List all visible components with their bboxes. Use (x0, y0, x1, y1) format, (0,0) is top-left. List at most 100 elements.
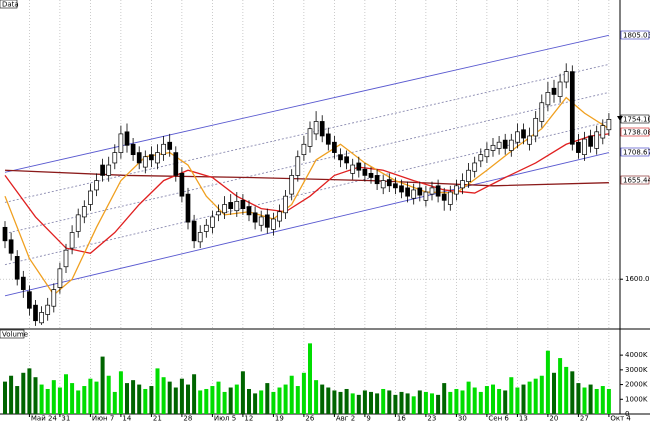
volume-bar (210, 386, 215, 414)
moving-average (4, 133, 609, 254)
candle-body (606, 119, 612, 131)
candle-body (490, 144, 496, 151)
channel-line (4, 121, 610, 266)
x-tick-label: Июн 7 (92, 415, 114, 422)
candle-body (545, 92, 551, 106)
channel-line (4, 63, 610, 203)
candle-body (100, 164, 105, 176)
volume-bar (271, 391, 276, 414)
candle-body (478, 154, 484, 162)
candle-body (295, 156, 301, 176)
x-tick-label: 16 (397, 415, 406, 422)
volume-bar (167, 381, 172, 414)
volume-bar (94, 381, 99, 414)
candle-body (447, 191, 453, 205)
candle-body (88, 190, 93, 205)
volume-bar (15, 386, 20, 414)
candle-body (557, 81, 563, 97)
candle-body (521, 129, 526, 139)
volume-bar (369, 391, 373, 414)
volume-bar (399, 391, 404, 414)
candle-body (277, 211, 282, 222)
candle-body (124, 131, 130, 146)
volume-bar (381, 388, 386, 414)
volume-bar (533, 378, 538, 414)
candle-body (582, 138, 587, 156)
x-tick-label: 23 (427, 415, 436, 422)
volume-bar (405, 393, 410, 414)
candle-body (319, 121, 325, 137)
candle-body (441, 193, 447, 201)
volume-bar (594, 388, 599, 414)
y-tick-label: 4000K (625, 351, 648, 359)
candle-body (374, 175, 380, 185)
volume-bar (503, 390, 508, 414)
candle-body (118, 133, 124, 153)
volume-bar (582, 387, 587, 414)
x-tick-label: Окт 4 (610, 415, 631, 422)
candle-body (203, 224, 209, 232)
candle-body (14, 256, 20, 280)
x-tick-label: 20 (549, 415, 558, 422)
volume-title-box (0, 329, 25, 339)
volume-bar (564, 366, 569, 414)
candle-body (350, 164, 356, 174)
volume-bar (240, 371, 245, 414)
volume-bar (552, 372, 556, 414)
volume-bar (118, 371, 123, 414)
candle-body (344, 156, 349, 164)
volume-bar (33, 377, 38, 414)
candle-body (496, 141, 502, 149)
volume-bar (460, 390, 465, 414)
volume-bar (228, 387, 233, 414)
volume-bar (259, 390, 264, 414)
candle-body (386, 179, 392, 187)
volume-bar (417, 390, 422, 414)
candle-body (149, 154, 154, 161)
volume-bar (356, 394, 361, 414)
volume-bar (9, 375, 14, 414)
volume-bar (192, 374, 197, 414)
x-tick-label: Авг 2 (336, 415, 355, 422)
volume-bar (204, 388, 209, 414)
volume-bar (436, 394, 441, 414)
volume-bar (21, 372, 26, 414)
candle-body (393, 183, 398, 189)
volume-bar (515, 387, 520, 414)
volume-bar (570, 371, 575, 414)
candle-body (271, 218, 276, 230)
volume-bar (423, 391, 428, 414)
candle-body (51, 289, 57, 307)
volume-bar (509, 377, 514, 414)
candle-body (240, 199, 246, 209)
volume-bar (82, 386, 87, 414)
candle-body (563, 71, 569, 83)
candle-body (106, 164, 112, 176)
candle-body (136, 152, 142, 164)
price-label: 1754.10 (623, 116, 650, 124)
candle-body (20, 276, 26, 290)
volume-bar (45, 388, 50, 414)
volume-bar (454, 388, 459, 414)
candle-body (191, 220, 197, 242)
candle-body (69, 232, 75, 249)
candle-body (142, 156, 148, 168)
volume-bar (320, 384, 325, 414)
volume-bar (216, 381, 221, 414)
candle-body (216, 211, 221, 216)
candle-body (252, 212, 258, 223)
volume-bar (283, 384, 288, 414)
candle-body (57, 268, 63, 288)
candle-body (515, 131, 520, 143)
volume-bar (350, 393, 355, 414)
volume-bar (545, 350, 550, 414)
candle-body (399, 185, 404, 193)
candle-body (81, 206, 87, 218)
channel-line (4, 34, 609, 173)
price-marker (617, 116, 623, 121)
x-tick-label: Июл 5 (214, 415, 236, 422)
candle-body (155, 152, 160, 164)
volume-bar (338, 391, 343, 414)
candle-body (460, 180, 465, 189)
